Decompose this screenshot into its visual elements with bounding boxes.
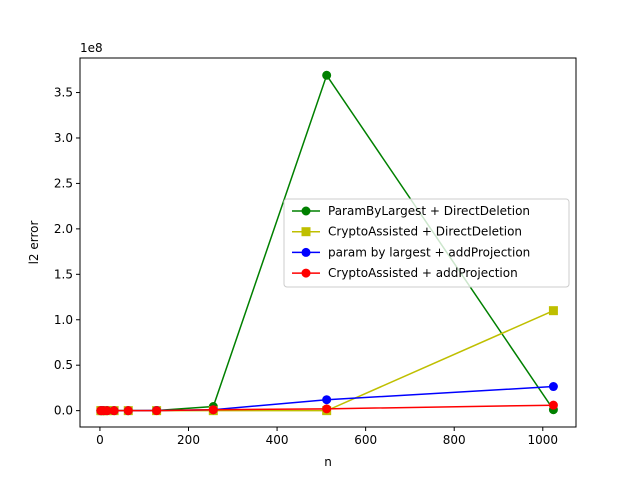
series-4 <box>96 400 558 416</box>
legend-entry: CryptoAssisted + addProjection <box>292 266 518 280</box>
y-tick-label: 3.5 <box>54 86 73 100</box>
data-point <box>152 406 162 416</box>
data-point <box>109 406 119 416</box>
data-point <box>322 395 332 405</box>
x-tick-label: 600 <box>354 433 377 447</box>
legend-entry: ParamByLargest + DirectDeletion <box>292 204 530 218</box>
data-point <box>208 405 218 415</box>
data-point <box>548 382 558 392</box>
legend-label: CryptoAssisted + DirectDeletion <box>328 225 522 239</box>
x-tick-label: 400 <box>266 433 289 447</box>
y-tick-label: 1.5 <box>54 267 73 281</box>
y-offset-label: 1e8 <box>80 41 103 55</box>
y-tick-label: 2.5 <box>54 176 73 190</box>
legend-label: CryptoAssisted + addProjection <box>328 266 518 280</box>
plot-frame <box>79 57 577 428</box>
legend-entry: CryptoAssisted + DirectDeletion <box>292 225 522 239</box>
legend-marker <box>301 227 311 237</box>
y-tick-label: 1.0 <box>54 313 73 327</box>
legend-marker <box>301 247 311 257</box>
legend-marker <box>301 206 311 216</box>
legend-marker <box>301 268 311 278</box>
legend-entry: param by largest + addProjection <box>292 245 530 259</box>
x-tick-label: 1000 <box>528 433 559 447</box>
x-tick-label: 200 <box>177 433 200 447</box>
data-point <box>322 404 332 414</box>
legend: ParamByLargest + DirectDeletion CryptoAss… <box>283 198 570 288</box>
y-axis: 0.0 0.5 1.0 1.5 2.0 2.5 3.0 3.5 <box>54 86 80 418</box>
x-tick-label: 800 <box>443 433 466 447</box>
y-tick-label: 0.0 <box>54 404 73 418</box>
legend-box <box>283 198 570 288</box>
y-tick-label: 3.0 <box>54 131 73 145</box>
data-point <box>548 400 558 410</box>
x-axis: 0 200 400 600 800 1000 <box>96 427 558 447</box>
data-point <box>322 70 332 80</box>
x-axis-label: n <box>324 455 332 469</box>
legend-label: param by largest + addProjection <box>328 245 530 259</box>
y-tick-label: 0.5 <box>54 358 73 372</box>
series-layer <box>96 70 558 416</box>
y-axis-label: l2 error <box>27 221 41 265</box>
legend-label: ParamByLargest + DirectDeletion <box>328 204 530 218</box>
data-point <box>548 306 558 316</box>
x-tick-label: 0 <box>96 433 104 447</box>
data-point <box>123 406 133 416</box>
y-tick-label: 2.0 <box>54 222 73 236</box>
